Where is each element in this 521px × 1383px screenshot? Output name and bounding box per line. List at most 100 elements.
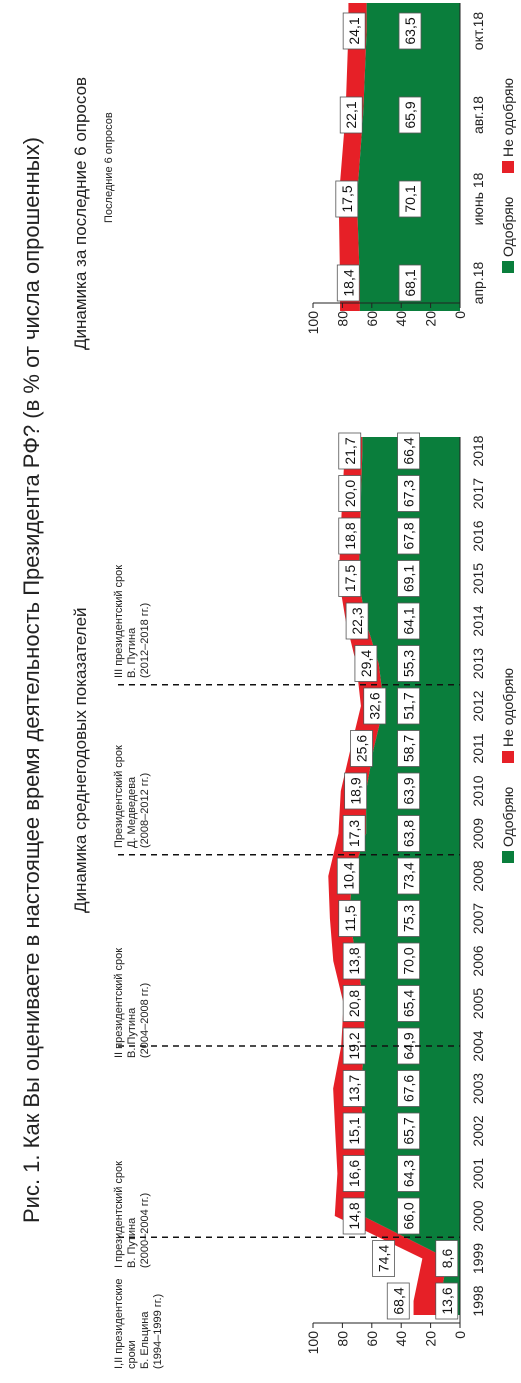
- data-label-disapprove-box: [339, 96, 363, 134]
- legend-label-disapprove: Не одобряю: [500, 668, 516, 747]
- x-tick-label: 2010: [470, 775, 486, 806]
- data-label-disapprove: 20,0: [342, 480, 358, 507]
- data-label-approve: 58,7: [401, 735, 417, 762]
- x-tick-label: 2017: [470, 478, 486, 509]
- x-tick-label: 1998: [470, 1285, 486, 1316]
- data-label-approve: 51,7: [401, 692, 417, 719]
- legend-swatch-disapprove: [502, 751, 514, 763]
- legend-swatch-disapprove: [502, 161, 514, 173]
- data-label-disapprove: 17,5: [342, 565, 358, 592]
- y-tick-label: 20: [423, 311, 439, 327]
- data-label-approve-box: [397, 1155, 420, 1192]
- data-label-disapprove: 24,1: [346, 17, 362, 44]
- term-annotation-line: Д. Медведева: [126, 776, 138, 848]
- recent-chart-subtitle: Последние 6 опросов: [103, 112, 115, 223]
- recent-chart: 0 20 40 60 80 100 апр.18 июнь 18 авг.18 окт.18 18,…: [103, 3, 516, 334]
- data-label-disapprove: 25,6: [354, 735, 370, 762]
- data-label-disapprove-box: [345, 602, 369, 640]
- x-tick-label: апр.18: [470, 261, 486, 304]
- data-label-approve-box: [397, 602, 420, 640]
- x-tick-label: 2007: [470, 903, 486, 934]
- x-tick-label: 2014: [470, 605, 486, 636]
- data-label-approve: 65,7: [401, 1117, 417, 1144]
- data-label-approve: 70,1: [402, 185, 418, 212]
- x-tick-label: 2005: [470, 988, 486, 1019]
- data-label-approve: 70,0: [401, 947, 417, 974]
- data-label-disapprove: 11,5: [342, 905, 358, 931]
- data-label-approve-box: [397, 687, 420, 725]
- x-tick-label: окт.18: [470, 12, 486, 51]
- term-annotation-line: (1994–1999 гг.): [152, 1294, 164, 1369]
- data-label-approve: 64,3: [401, 1160, 417, 1187]
- data-label-approve: 69,1: [401, 565, 417, 592]
- x-tick-label: 2009: [470, 818, 486, 849]
- x-tick-label: 2013: [470, 648, 486, 679]
- legend-label-approve: Одобряю: [500, 197, 516, 257]
- data-label-approve-box: [397, 475, 420, 512]
- data-label-disapprove-box: [342, 12, 366, 50]
- annual-chart: 0 20 40 60 80 100 1998 1999 2000 2001 2002 2003 2004…: [113, 432, 516, 1369]
- data-label-disapprove-box: [338, 432, 362, 470]
- term-annotation-line: (2000–2004 гг.): [139, 1193, 151, 1268]
- data-label-disapprove: 10,4: [340, 862, 356, 889]
- y-tick-label: 60: [364, 311, 380, 327]
- data-label-disapprove: 17,3: [346, 820, 362, 847]
- data-label-disapprove: 16,6: [346, 1160, 362, 1187]
- x-tick-label: 2003: [470, 1073, 486, 1104]
- data-label-approve-box: [397, 560, 420, 597]
- term-annotation: I,II президентские сроки Б. Ельцина (1994–1…: [113, 1278, 164, 1369]
- data-label-approve: 63,9: [401, 777, 417, 804]
- data-label-approve: 64,1: [401, 607, 417, 634]
- data-label-approve-box: [397, 1197, 420, 1235]
- data-label-disapprove-box: [363, 687, 387, 725]
- term-annotation-line: В. Путина: [126, 1007, 138, 1058]
- data-label-disapprove-box: [336, 264, 360, 302]
- data-label-approve-box: [397, 772, 420, 810]
- term-annotation-line: III президентский срок: [113, 565, 125, 678]
- term-annotation-line: сроки: [126, 1340, 138, 1369]
- data-label-approve: 66,0: [401, 1202, 417, 1229]
- x-tick-label: 2002: [470, 1115, 486, 1146]
- y-tick-label: 60: [364, 1331, 380, 1347]
- y-tick-label: 40: [393, 1331, 409, 1347]
- data-label-approve-box: [397, 645, 420, 682]
- data-label-disapprove-box: [344, 772, 368, 810]
- term-annotation-line: Президентский срок: [113, 745, 125, 848]
- legend-swatch-approve: [502, 261, 514, 273]
- term-annotation: III президентский срок В. Путина (2012–201…: [113, 565, 151, 678]
- data-label-disapprove: 13,8: [346, 947, 362, 974]
- data-label-approve-box: [397, 985, 420, 1022]
- data-label-disapprove-box: [338, 517, 362, 555]
- data-label-approve: 67,3: [401, 480, 417, 507]
- data-label-disapprove: 68,4: [390, 1287, 406, 1314]
- term-annotation-line: I,II президентские: [113, 1278, 125, 1369]
- x-tick-label: 1999: [470, 1243, 486, 1274]
- data-label-disapprove: 21,7: [342, 437, 358, 464]
- y-tick-label: 40: [393, 311, 409, 327]
- legend-label-disapprove: Не одобряю: [500, 78, 516, 157]
- data-label-approve: 63,5: [402, 17, 418, 44]
- x-tick-label: 2001: [470, 1158, 486, 1189]
- legend-swatch-approve: [502, 851, 514, 863]
- data-label-approve-box: [398, 96, 422, 134]
- term-annotation: Президентский срок Д. Медведева (2008–2012…: [113, 745, 151, 848]
- data-label-approve: 67,6: [401, 1075, 417, 1102]
- data-label-approve: 55,3: [401, 650, 417, 677]
- y-tick-label: 100: [305, 311, 321, 335]
- data-label-approve: 65,4: [401, 990, 417, 1017]
- data-label-disapprove: 22,1: [343, 101, 359, 128]
- data-label-disapprove-box: [342, 815, 366, 852]
- data-label-approve: 63,8: [401, 820, 417, 847]
- x-tick-label: 2016: [470, 520, 486, 551]
- y-tick-label: 100: [305, 1331, 321, 1355]
- y-tick-label: 0: [452, 1331, 468, 1339]
- series-area-disapprove: [338, 3, 367, 311]
- data-label-disapprove: 13,7: [346, 1075, 362, 1102]
- data-label-disapprove: 18,8: [342, 522, 358, 549]
- data-label-approve-box: [435, 1240, 459, 1277]
- x-tick-label: 2018: [470, 435, 486, 466]
- figure-title: Рис. 1. Как Вы оцениваете в настоящее вр…: [19, 137, 44, 1223]
